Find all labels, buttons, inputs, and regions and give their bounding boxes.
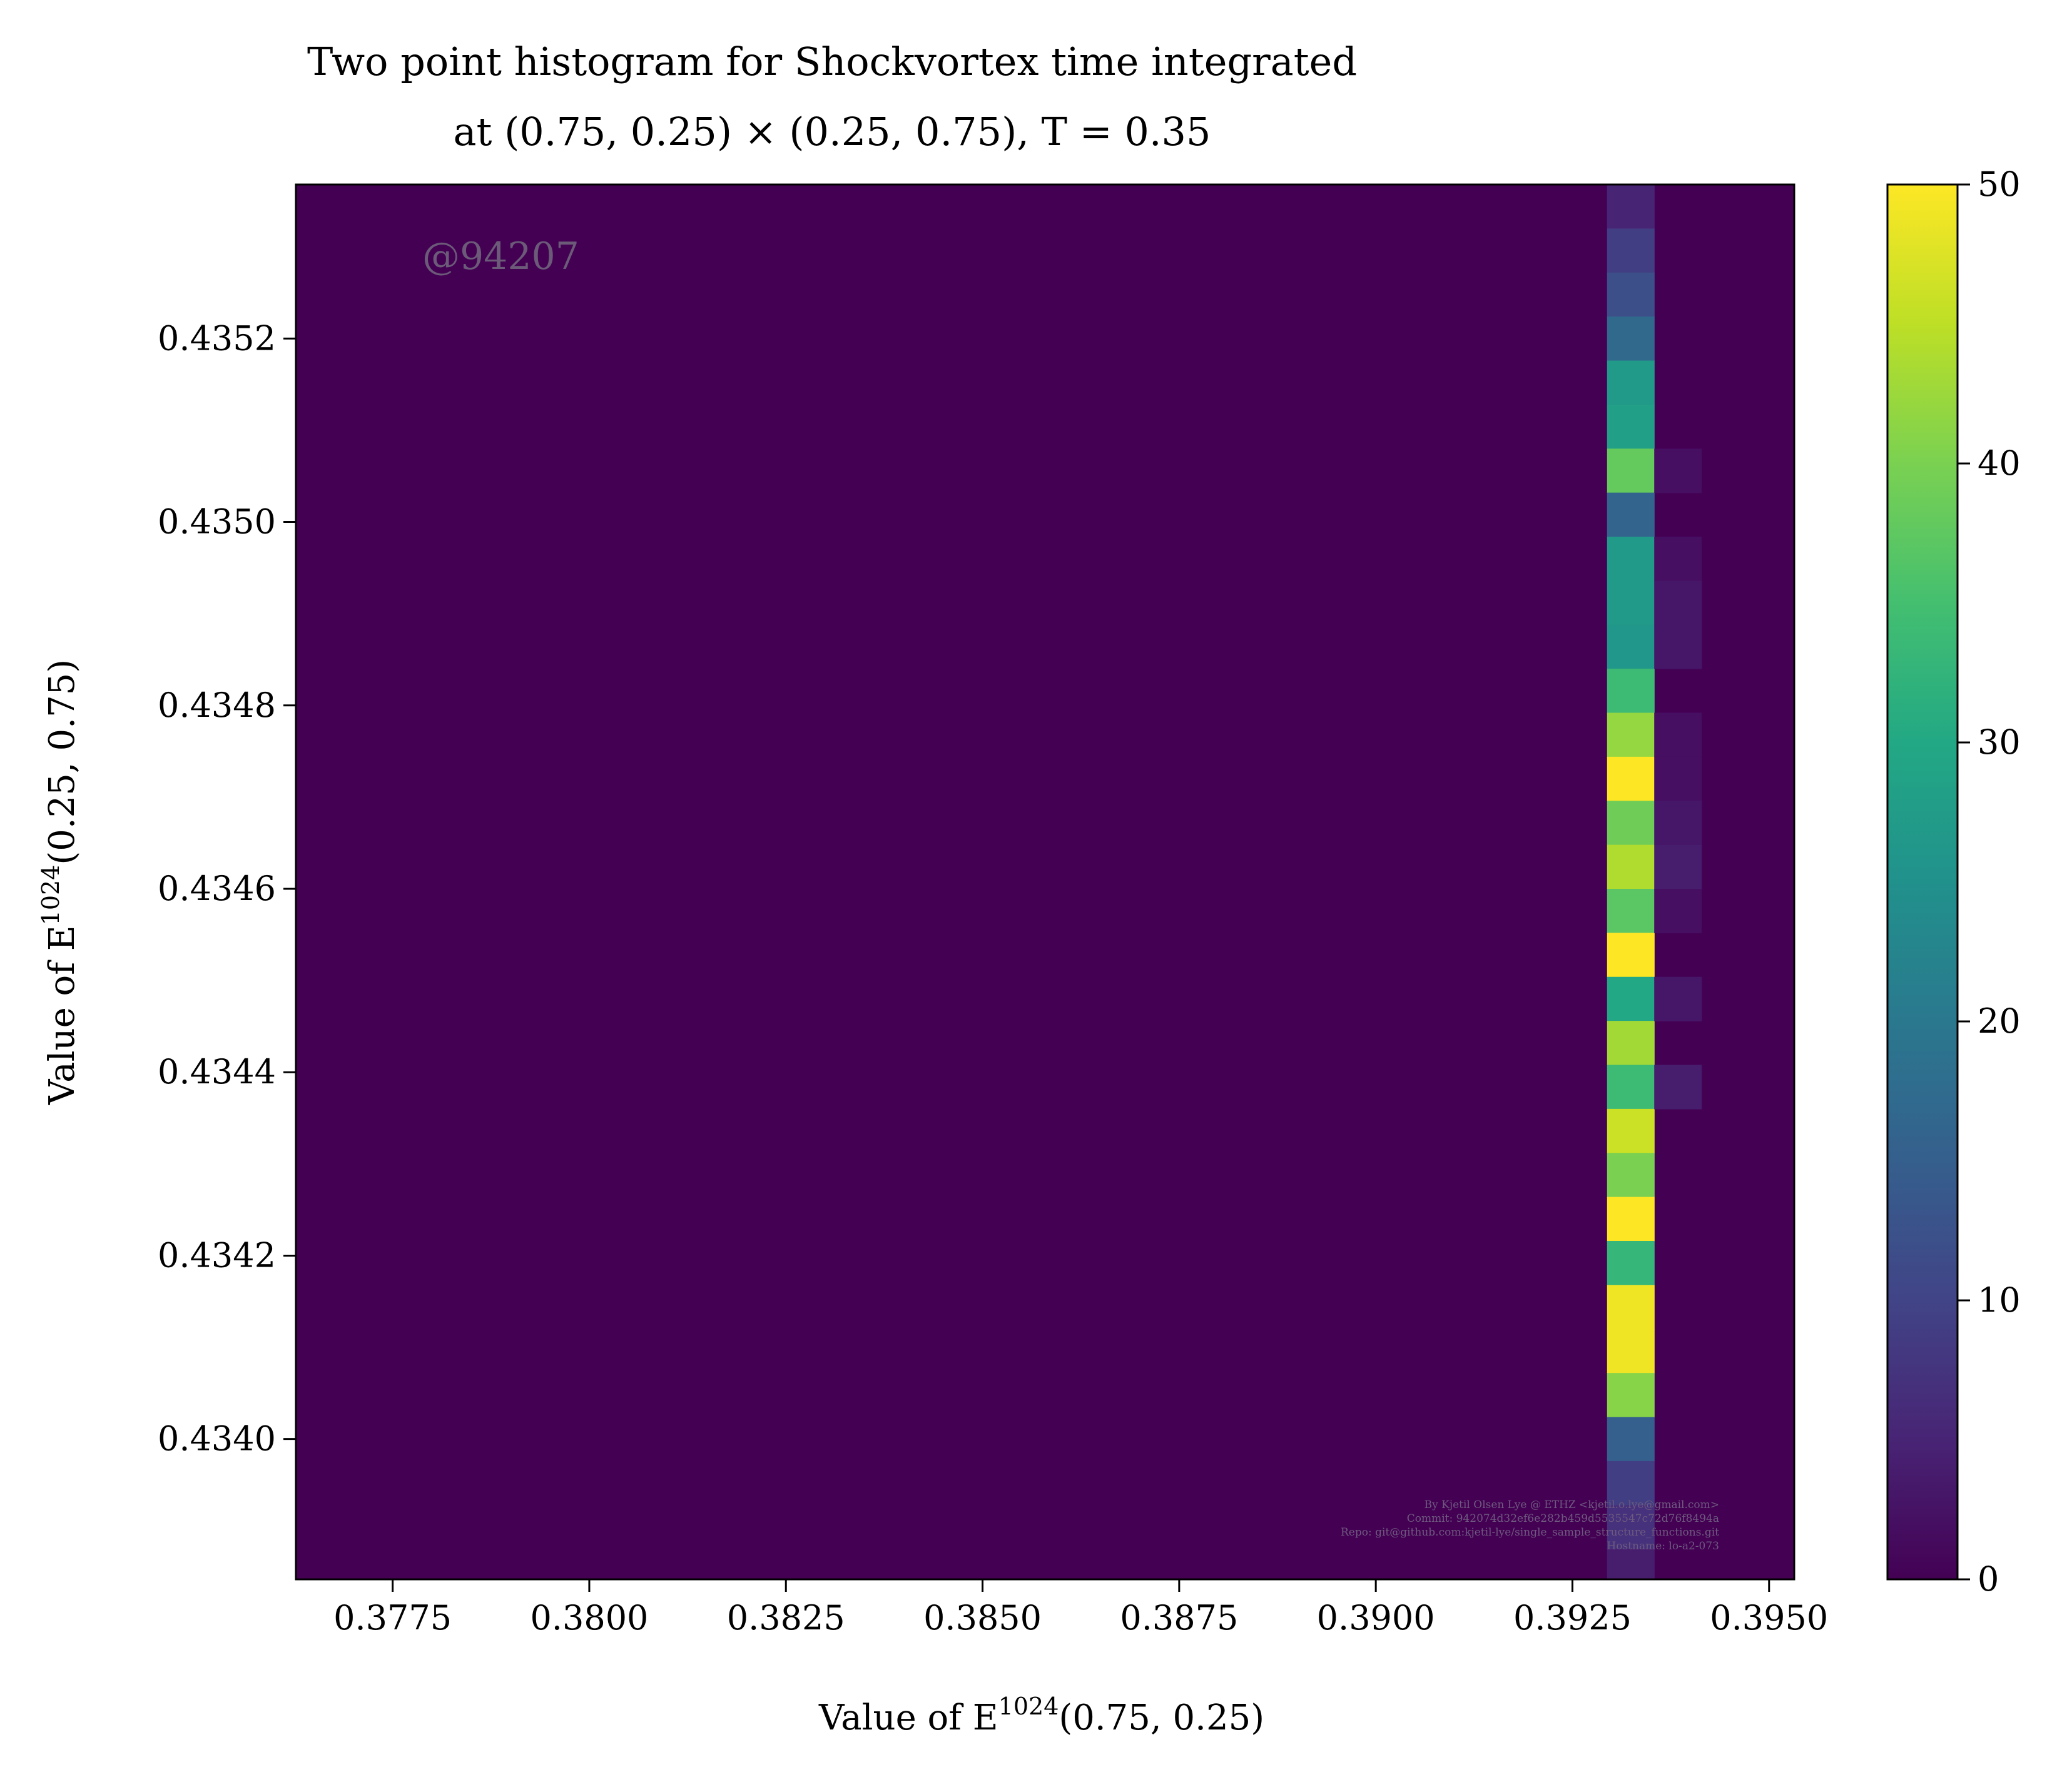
- histogram-cell: [1607, 1108, 1655, 1153]
- x-tick-label: 0.3925: [1513, 1598, 1632, 1638]
- watermark-text: @94207: [422, 235, 579, 278]
- plot-frame: [295, 183, 1795, 1581]
- x-tick-label: 0.3800: [530, 1598, 648, 1638]
- histogram-cell: [1654, 1065, 1702, 1110]
- histogram-cell: [1607, 316, 1655, 362]
- histogram-cell: [1607, 756, 1655, 801]
- x-tick-label: 0.3825: [727, 1598, 845, 1638]
- histogram-cell: [1607, 1549, 1655, 1580]
- y-tick-label: 0.4342: [158, 1235, 276, 1275]
- y-axis-label-suffix: (0.25, 0.75): [42, 659, 83, 865]
- histogram-cell: [1607, 228, 1655, 273]
- histogram-cell: [1654, 448, 1702, 494]
- histogram-cell: [1607, 1153, 1655, 1198]
- colorbar-tick-label: 20: [1978, 1001, 2021, 1041]
- x-tick-label: 0.3950: [1710, 1598, 1828, 1638]
- histogram-cell: [1607, 976, 1655, 1021]
- y-axis-ticks: 0.4340 0.4342 0.4344 0.4346 0.4348 0.4350 0.43…: [158, 318, 296, 1459]
- x-axis-label: Value of E1024(0.75, 0.25): [818, 1693, 1264, 1738]
- credits-block: By Kjetil Olsen Lye @ ETHZ <kjetil.o.lye…: [1341, 1499, 1719, 1552]
- histogram-cell: [1607, 448, 1655, 494]
- colorbar-tick-label: 50: [1978, 165, 2021, 204]
- histogram-cell: [1607, 712, 1655, 757]
- histogram-cell: [1607, 404, 1655, 449]
- colorbar-tick-label: 40: [1978, 443, 2021, 483]
- histogram-cell: [1654, 537, 1702, 581]
- y-tick-label: 0.4340: [158, 1419, 276, 1459]
- credit-line: Hostname: lo-a2-073: [1607, 1540, 1719, 1552]
- histogram-cell: [1607, 624, 1655, 669]
- histogram-cell: [1607, 889, 1655, 933]
- colorbar-tick-label: 0: [1978, 1559, 1999, 1599]
- credit-line: By Kjetil Olsen Lye @ ETHZ <kjetil.o.lye…: [1424, 1499, 1719, 1511]
- x-tick-label: 0.3850: [923, 1598, 1042, 1638]
- histogram-cell: [1607, 1021, 1655, 1066]
- histogram-cell: [1607, 801, 1655, 846]
- histogram-cell: [1654, 801, 1702, 846]
- x-axis-label-superscript: 1024: [998, 1693, 1059, 1720]
- credit-line: Commit: 942074d32ef6e282b459d5535547c72d…: [1407, 1512, 1719, 1525]
- y-tick-label: 0.4346: [158, 869, 276, 908]
- histogram-cell: [1607, 492, 1655, 537]
- histogram-cell: [1607, 537, 1655, 581]
- histogram-cell: [1607, 360, 1655, 405]
- x-tick-label: 0.3775: [333, 1598, 452, 1638]
- histogram-cell: [1654, 889, 1702, 933]
- histogram-cell: [1607, 1417, 1655, 1462]
- histogram-cell: [1654, 976, 1702, 1021]
- colorbar-tick-label: 30: [1978, 722, 2021, 762]
- histogram-cell: [1607, 933, 1655, 978]
- histogram-cell: [1607, 580, 1655, 625]
- plot-area: @94207 By Kjetil Olsen Lye @ ETHZ <kjeti…: [295, 183, 1795, 1581]
- colorbar-tick-label: 10: [1978, 1280, 2021, 1320]
- colorbar-ticks: 0 10 20 30 40 50: [1958, 165, 2021, 1599]
- histogram-cell: [1654, 756, 1702, 801]
- histogram-cell: [1607, 1373, 1655, 1418]
- y-tick-label: 0.4348: [158, 686, 276, 725]
- histogram-cell: [1654, 580, 1702, 625]
- histogram-cell: [1607, 669, 1655, 714]
- histogram-cell: [1607, 185, 1655, 229]
- x-axis-label-prefix: Value of E: [818, 1698, 998, 1738]
- y-axis-label-superscript: 1024: [37, 865, 64, 926]
- histogram-cell: [1654, 624, 1702, 669]
- plot-background: [296, 185, 1794, 1579]
- histogram-cell: [1654, 844, 1702, 889]
- y-tick-label: 0.4344: [158, 1052, 276, 1091]
- histogram-cell: [1607, 1505, 1655, 1550]
- credit-line: Repo: git@github.com:kjetil-lye/single_s…: [1341, 1526, 1719, 1539]
- x-axis-label-suffix: (0.75, 0.25): [1059, 1698, 1264, 1738]
- histogram-cell: [1607, 272, 1655, 317]
- colorbar-gradient: [1887, 185, 1958, 1579]
- histogram-cell: [1607, 1240, 1655, 1285]
- histogram-cell: [1607, 844, 1655, 889]
- y-axis-label: Value of E1024(0.25, 0.75): [37, 659, 83, 1105]
- histogram-cell: [1607, 1065, 1655, 1110]
- histogram-cell: [1607, 1461, 1655, 1506]
- colorbar-frame: [1886, 183, 1959, 1581]
- y-tick-label: 0.4350: [158, 502, 276, 542]
- histogram-cell: [1607, 1329, 1655, 1374]
- chart-title-line-2: at (0.75, 0.25) × (0.25, 0.75), T = 0.35: [454, 109, 1211, 154]
- y-axis-label-prefix: Value of E: [42, 925, 83, 1105]
- x-tick-label: 0.3875: [1120, 1598, 1238, 1638]
- histogram-cell: [1607, 1197, 1655, 1242]
- x-tick-label: 0.3900: [1317, 1598, 1435, 1638]
- x-axis-ticks: 0.3775 0.3800 0.3825 0.3850 0.3875 0.3900 0.39…: [333, 1579, 1828, 1638]
- chart-title-line-1: Two point histogram for Shockvortex time…: [307, 39, 1357, 84]
- histogram-cells: [1607, 185, 1702, 1580]
- histogram-cell: [1607, 1285, 1655, 1330]
- y-tick-label: 0.4352: [158, 318, 276, 358]
- histogram-cell: [1654, 712, 1702, 757]
- colorbar: 0 10 20 30 40 50: [1886, 165, 2021, 1599]
